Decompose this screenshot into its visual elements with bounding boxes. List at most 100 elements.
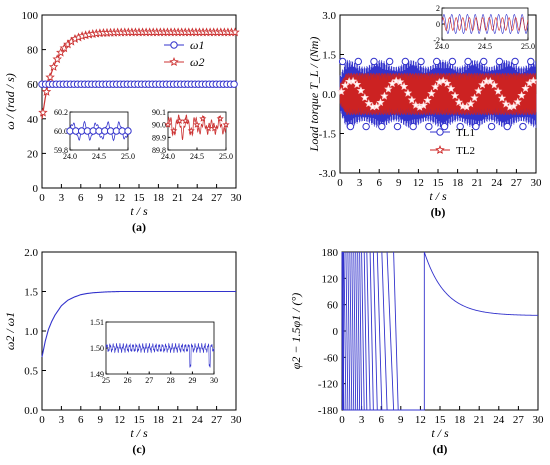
x-tick-label: 27	[513, 414, 525, 426]
x-tick-label: 15	[433, 177, 445, 189]
inset-y-tick-label: 89.8	[152, 146, 166, 155]
circle-marker	[230, 80, 238, 88]
inset-y-tick-label: 0	[436, 20, 440, 29]
y-tick-label: 80	[27, 45, 39, 57]
inset-y-tick-label: 60.0	[54, 127, 68, 136]
x-tick-label: 15	[134, 414, 146, 426]
x-tick-label: 21	[172, 192, 183, 204]
x-tick-label: 15	[134, 192, 146, 204]
inset-x-tick-label: 25	[102, 376, 110, 385]
star-marker	[187, 126, 195, 134]
x-tick-label: 3	[357, 177, 363, 189]
star-marker	[450, 91, 460, 100]
y-tick-label: -60	[323, 352, 338, 364]
star-marker	[446, 84, 456, 93]
x-tick-label: 3	[59, 192, 65, 204]
inset-x-tick-label: 24.0	[435, 42, 449, 51]
star-marker	[216, 114, 224, 122]
star-marker	[399, 82, 409, 91]
star-marker	[493, 86, 503, 95]
star-marker	[466, 99, 475, 108]
x-tick-label: 0	[39, 414, 45, 426]
y-tick-label: 60	[327, 300, 339, 312]
circle-marker	[432, 57, 441, 66]
x-axis-label: t / s	[429, 189, 447, 203]
inset-x-tick-label: 24.5	[190, 152, 204, 161]
star-marker	[513, 97, 522, 106]
star-marker	[230, 27, 240, 37]
x-tick-label: 12	[114, 192, 125, 204]
x-tick-label: 12	[114, 414, 125, 426]
star-marker	[164, 120, 172, 128]
inset-a2: 24.0 24.5 25.0 89.8 89.9 90.0 90.1	[152, 108, 233, 161]
series-group-a	[38, 27, 240, 119]
inset-y-tick-label: 59.8	[54, 146, 68, 155]
star-marker	[337, 87, 346, 96]
circle-marker	[436, 128, 444, 136]
panel-label: (a)	[132, 220, 146, 234]
inset-y-tick-label: 90.0	[152, 121, 166, 130]
circle-marker	[464, 57, 472, 66]
x-tick-label: 15	[435, 414, 447, 426]
star-marker	[470, 93, 479, 102]
x-tick-label: 21	[472, 177, 483, 189]
y-tick-label: 0.5	[24, 366, 38, 378]
x-tick-label: 6	[78, 192, 84, 204]
star-marker	[169, 57, 179, 67]
star-marker	[431, 82, 440, 91]
x-axis-label: t / s	[130, 426, 148, 440]
circle-marker	[378, 122, 386, 131]
x-tick-label: 24	[192, 414, 204, 426]
x-tick-label: 9	[398, 414, 404, 426]
panel-label: (d)	[433, 442, 448, 456]
star-marker	[423, 96, 432, 104]
inset-y-tick-label: 2	[436, 4, 440, 13]
inset-TL2-line	[441, 17, 529, 31]
star-marker	[210, 124, 218, 132]
x-tick-label: 27	[511, 177, 523, 189]
legend-label-TL1: TL1	[456, 127, 475, 139]
x-tick-label: 24	[192, 192, 204, 204]
inset-y-tick-label: 1.51	[90, 318, 104, 327]
x-tick-label: 0	[339, 414, 345, 426]
x-tick-label: 12	[415, 414, 426, 426]
circle-marker	[338, 57, 347, 66]
star-marker	[364, 99, 373, 108]
legend-label-omega1: ω1	[190, 38, 204, 52]
x-tick-label: 30	[533, 414, 545, 426]
y-tick-label: 1.0	[24, 326, 38, 338]
star-marker	[517, 91, 526, 100]
star-marker	[56, 47, 66, 57]
star-marker	[458, 101, 467, 110]
x-tick-label: 24	[491, 177, 503, 189]
circle-marker	[346, 122, 355, 131]
x-tick-label: 6	[376, 177, 382, 189]
inset-x-tick-label: 24.5	[478, 42, 492, 51]
star-marker	[486, 76, 495, 85]
star-marker	[501, 99, 511, 108]
star-marker	[521, 84, 530, 93]
inset-x-tick-label: 29	[188, 376, 196, 385]
star-marker	[193, 120, 201, 128]
inset-y-tick-label: 60.2	[54, 108, 68, 117]
inset-x-tick-label: 24.0	[161, 152, 175, 161]
circle-marker	[417, 57, 425, 66]
x-tick-label: 30	[531, 177, 543, 189]
star-marker	[490, 80, 499, 89]
x-tick-label: 6	[378, 414, 384, 426]
star-marker	[360, 93, 369, 102]
star-marker	[395, 77, 405, 86]
x-tick-label: 18	[153, 414, 165, 426]
circle-marker	[385, 57, 394, 66]
x-tick-label: 18	[153, 192, 165, 204]
star-marker	[384, 84, 393, 93]
legend-b: TL1 TL2	[430, 127, 475, 157]
x-tick-label: 18	[454, 414, 466, 426]
star-marker	[529, 76, 538, 85]
star-marker	[474, 86, 483, 95]
x-tick-label: 3	[359, 414, 365, 426]
x-tick-label: 9	[97, 192, 103, 204]
y-tick-label: 180	[322, 247, 339, 259]
circle-marker	[495, 57, 504, 66]
star-marker	[205, 124, 213, 132]
